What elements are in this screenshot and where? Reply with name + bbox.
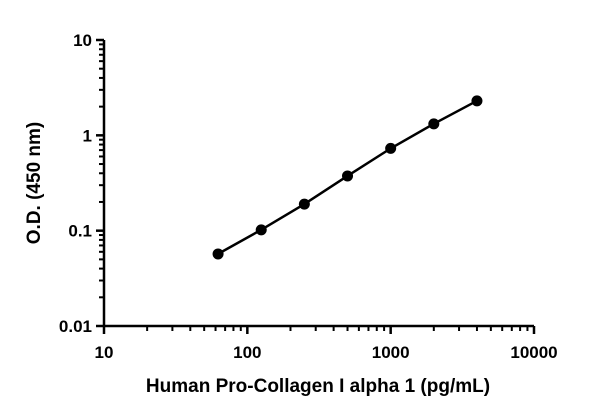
- x-tick-label: 100: [233, 343, 261, 362]
- data-point: [298, 198, 310, 210]
- y-tick-label: 0.1: [68, 222, 92, 241]
- data-point: [428, 118, 440, 130]
- data-points: [212, 95, 483, 260]
- x-tick-label: 1000: [372, 343, 410, 362]
- data-point: [212, 248, 224, 260]
- data-point: [255, 224, 267, 236]
- x-axis-ticks: 10 100 1000 10000: [95, 326, 558, 362]
- y-tick-label: 0.01: [59, 317, 92, 336]
- data-point: [471, 95, 483, 107]
- data-point: [342, 170, 354, 182]
- x-axis-title: Human Pro-Collagen I alpha 1 (pg/mL): [146, 376, 490, 397]
- y-tick-label: 10: [73, 31, 92, 50]
- y-axis-ticks: 0.01 0.1 1 10: [59, 31, 104, 336]
- x-tick-label: 10000: [510, 343, 557, 362]
- y-tick-label: 1: [83, 126, 92, 145]
- x-tick-label: 10: [95, 343, 114, 362]
- y-axis-title: O.D. (450 nm): [24, 122, 45, 244]
- data-point: [385, 142, 397, 154]
